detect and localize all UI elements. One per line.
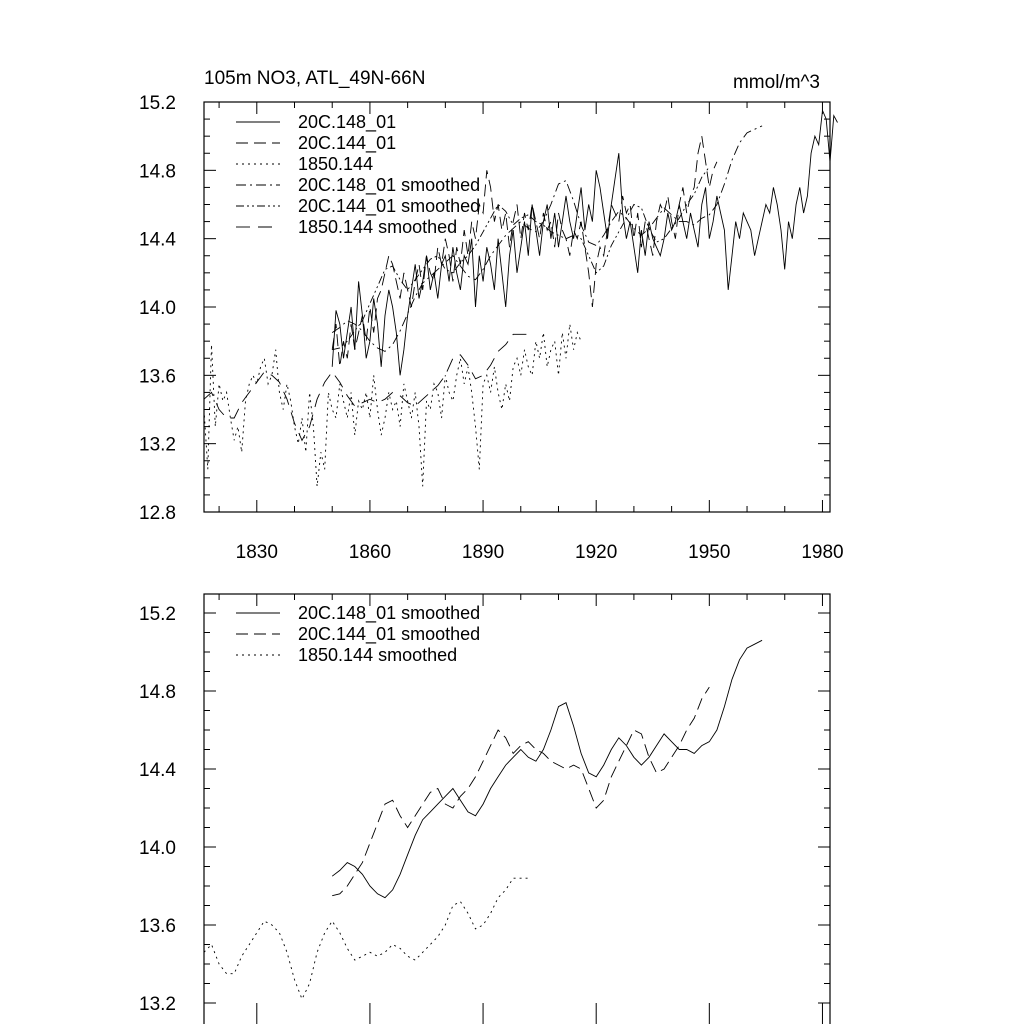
units-label: mmol/m^3 — [733, 72, 820, 93]
series-line-20c-144-01-smoothed — [332, 166, 710, 351]
plot-frame — [203, 593, 831, 1029]
legend-label: 20C.148_01 smoothed — [298, 175, 480, 196]
y-tick-label: 13.6 — [139, 916, 176, 937]
x-tick-label: 1980 — [801, 542, 843, 563]
y-tick-label: 14.0 — [139, 838, 176, 859]
series-line-20c-144-01 — [331, 136, 718, 367]
axis-ticks: 13.2 13.6 14.0 14.4 14.8 15.2 — [139, 594, 830, 1024]
series-line-20c-148-01 — [331, 108, 838, 376]
legend-label: 1850.144 smoothed — [298, 217, 457, 237]
axis-ticks: 12.8 13.2 13.6 14.0 14.4 14.8 15.2 1830 1860 1890… — [139, 93, 844, 563]
bottom-panel: 13.2 13.6 14.0 14.4 14.8 15.2 20C.148_01 smoo… — [139, 593, 831, 1029]
y-tick-label: 15.2 — [139, 604, 176, 625]
legend-label: 20C.148_01 — [298, 112, 396, 133]
series-group — [203, 108, 838, 487]
x-tick-label: 1890 — [462, 542, 504, 563]
y-tick-label: 14.0 — [139, 298, 176, 319]
y-tick-label: 15.2 — [139, 93, 176, 114]
top-panel: 105m NO3, ATL_49N-66N mmol/m^3 12.813.21… — [139, 68, 844, 563]
y-tick-label: 13.2 — [139, 994, 176, 1015]
y-tick-label: 13.6 — [139, 366, 176, 387]
y-tick-label: 14.8 — [139, 682, 176, 703]
series-line-1850-144 — [203, 324, 582, 487]
legend-label: 20C.148_01 smoothed — [298, 603, 480, 624]
legend-label: 1850.144 smoothed — [298, 645, 457, 665]
series-group — [203, 639, 763, 1001]
y-tick-label: 12.8 — [139, 503, 176, 524]
chart-title: 105m NO3, ATL_49N-66N — [204, 68, 425, 89]
x-tick-label: 1860 — [349, 542, 391, 563]
y-tick-label: 14.4 — [139, 760, 176, 781]
x-tick-label: 1950 — [688, 542, 730, 563]
legend-label: 20C.144_01 smoothed — [298, 624, 480, 645]
legend-label: 20C.144_01 smoothed — [298, 196, 480, 217]
series-line-1850-144-smoothed — [203, 877, 529, 1001]
x-tick-label: 1920 — [575, 542, 617, 563]
series-line-20c-144-01-smoothed — [332, 686, 710, 897]
series-line-1850-144-smoothed — [203, 333, 529, 442]
y-tick-label: 14.8 — [139, 161, 176, 182]
legend-label: 20C.144_01 — [298, 133, 396, 154]
legend-label: 1850.144 — [298, 154, 373, 174]
series-line-20c-148-01-smoothed — [331, 125, 763, 352]
series-line-20c-148-01-smoothed — [331, 639, 763, 899]
y-tick-label: 13.2 — [139, 435, 176, 456]
x-tick-label: 1830 — [236, 542, 278, 563]
y-tick-label: 14.4 — [139, 230, 176, 251]
